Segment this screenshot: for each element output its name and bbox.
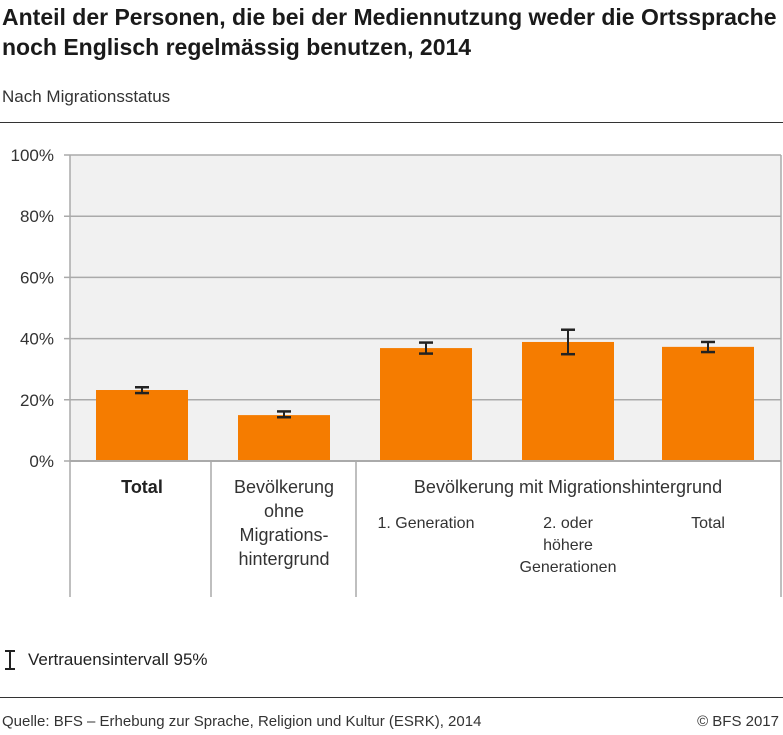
- source-note: Quelle: BFS – Erhebung zur Sprache, Reli…: [2, 713, 482, 730]
- chart-subtitle: Nach Migrationsstatus: [2, 87, 171, 106]
- x-category-label: Total: [691, 515, 725, 532]
- y-tick-label: 60%: [20, 268, 54, 287]
- copyright: © BFS 2017: [697, 713, 779, 730]
- legend: Vertrauensintervall 95%: [2, 649, 208, 671]
- y-tick-label: 0%: [29, 452, 54, 471]
- x-category-label: Bevölkerung ohne Migrations-hintergrund: [234, 477, 334, 569]
- bar: [380, 348, 472, 461]
- x-category-label: 2. oder höhere Generationen: [520, 515, 617, 576]
- y-tick-label: 40%: [20, 330, 54, 349]
- x-category-label: Total: [121, 477, 163, 497]
- y-tick-label: 20%: [20, 391, 54, 410]
- bar: [96, 390, 188, 461]
- y-tick-label: 80%: [20, 207, 54, 226]
- x-group-label: Bevölkerung mit Migrationshintergrund: [414, 477, 722, 497]
- legend-label: Vertrauensintervall 95%: [28, 650, 208, 669]
- y-tick-label: 100%: [11, 146, 54, 165]
- divider: [0, 697, 783, 698]
- bar-chart: 0% 20% 40% 60% 80% 100% Total Bevölkerung ohne Mi…: [11, 146, 782, 597]
- error-bar-icon: [5, 650, 15, 670]
- x-category-label: 1. Generation: [378, 515, 475, 532]
- bar: [238, 415, 330, 461]
- bar: [662, 346, 754, 461]
- chart-title: Anteil der Personen, die bei der Medienn…: [2, 4, 777, 60]
- bar: [522, 341, 614, 461]
- divider: [0, 122, 783, 123]
